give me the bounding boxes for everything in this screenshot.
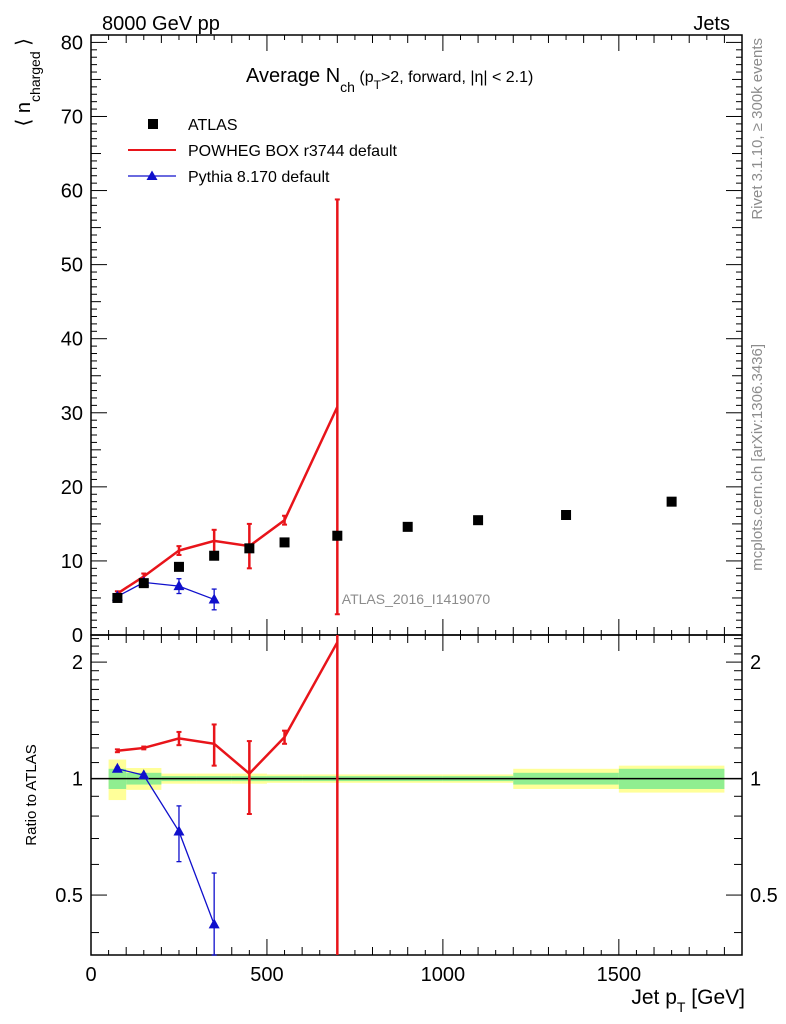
xtick-label: 1000	[421, 964, 466, 986]
xtick-label: 500	[250, 964, 283, 986]
main-plot: 0 10 20 30 40 50 60 70 80 ATLAS_2016_I1419070 Av…	[13, 32, 743, 647]
ratio-pythia-marker	[173, 825, 185, 836]
ratio-pythia-marker	[208, 918, 220, 929]
mcplots-label: mcplots.cern.ch [arXiv:1306.3436]	[749, 344, 766, 571]
xtick-label: 0	[85, 964, 96, 986]
ratio-pythia-marker	[138, 769, 150, 780]
atlas-marker	[209, 550, 220, 561]
ratio-pythia-line	[117, 768, 215, 925]
ratio-frame	[90, 634, 743, 956]
analysis-id-label: ATLAS_2016_I1419070	[342, 591, 491, 607]
atlas-marker	[279, 537, 290, 548]
atlas-marker	[173, 561, 184, 572]
legend-pythia-marker	[146, 170, 158, 180]
ratio-ytick-label-right: 0.5	[750, 885, 778, 907]
ratio-ytick-label: 2	[72, 652, 83, 674]
main-ytick-label: 10	[61, 551, 83, 573]
xtick-label: 1500	[597, 964, 642, 986]
main-ytick-label: 30	[61, 403, 83, 425]
legend-pythia-label: Pythia 8.170 default	[188, 169, 330, 186]
atlas-marker	[402, 521, 413, 532]
ratio-ytick-label: 1	[72, 769, 83, 791]
ratio-powheg-line	[117, 641, 339, 776]
atlas-marker	[332, 530, 343, 541]
atlas-marker	[561, 510, 572, 520]
main-ytick-label: 70	[61, 106, 83, 128]
ratio-ytick-label: 0.5	[55, 885, 83, 907]
x-axis-label: Jet pT [GeV]	[631, 986, 745, 1015]
pythia-marker	[173, 580, 185, 591]
ratio-ytick-label-right: 2	[750, 652, 761, 674]
atlas-marker	[112, 592, 123, 603]
atlas-marker	[473, 515, 484, 526]
beam-label: 8000 GeV pp	[102, 13, 220, 35]
main-ytick-label: 60	[61, 181, 83, 203]
main-ytick-label: 0	[72, 625, 83, 647]
ratio-plot: 0.5 0.5 1 1 2 2 0 500 1000 1500 Ratio to ATLAS Je…	[23, 634, 778, 1015]
process-label: Jets	[693, 13, 730, 35]
ratio-ylabel: Ratio to ATLAS	[23, 744, 40, 845]
atlas-marker	[244, 543, 255, 554]
main-ylabel: ⟨ ncharged ⟩	[13, 38, 43, 126]
atlas-marker	[666, 496, 677, 507]
main-ytick-label: 20	[61, 477, 83, 499]
main-ytick-label: 50	[61, 255, 83, 277]
main-title: Average Nch (pT>2, forward, |η| < 2.1)	[246, 65, 533, 95]
legend-powheg-label: POWHEG BOX r3744 default	[188, 143, 398, 160]
legend-atlas-marker	[148, 119, 158, 129]
pythia-marker	[208, 593, 220, 604]
ratio-pythia-marker	[111, 762, 123, 773]
legend-atlas-label: ATLAS	[188, 117, 238, 134]
main-ytick-label: 80	[61, 32, 83, 54]
main-ytick-label: 40	[61, 329, 83, 351]
rivet-label: Rivet 3.1.10, ≥ 300k events	[749, 38, 766, 220]
ratio-ytick-label-right: 1	[750, 769, 761, 791]
pythia-line	[117, 581, 215, 601]
powheg-line	[116, 406, 339, 595]
atlas-marker	[138, 578, 149, 589]
legend: ATLAS POWHEG BOX r3744 default Pythia 8.…	[128, 117, 398, 186]
